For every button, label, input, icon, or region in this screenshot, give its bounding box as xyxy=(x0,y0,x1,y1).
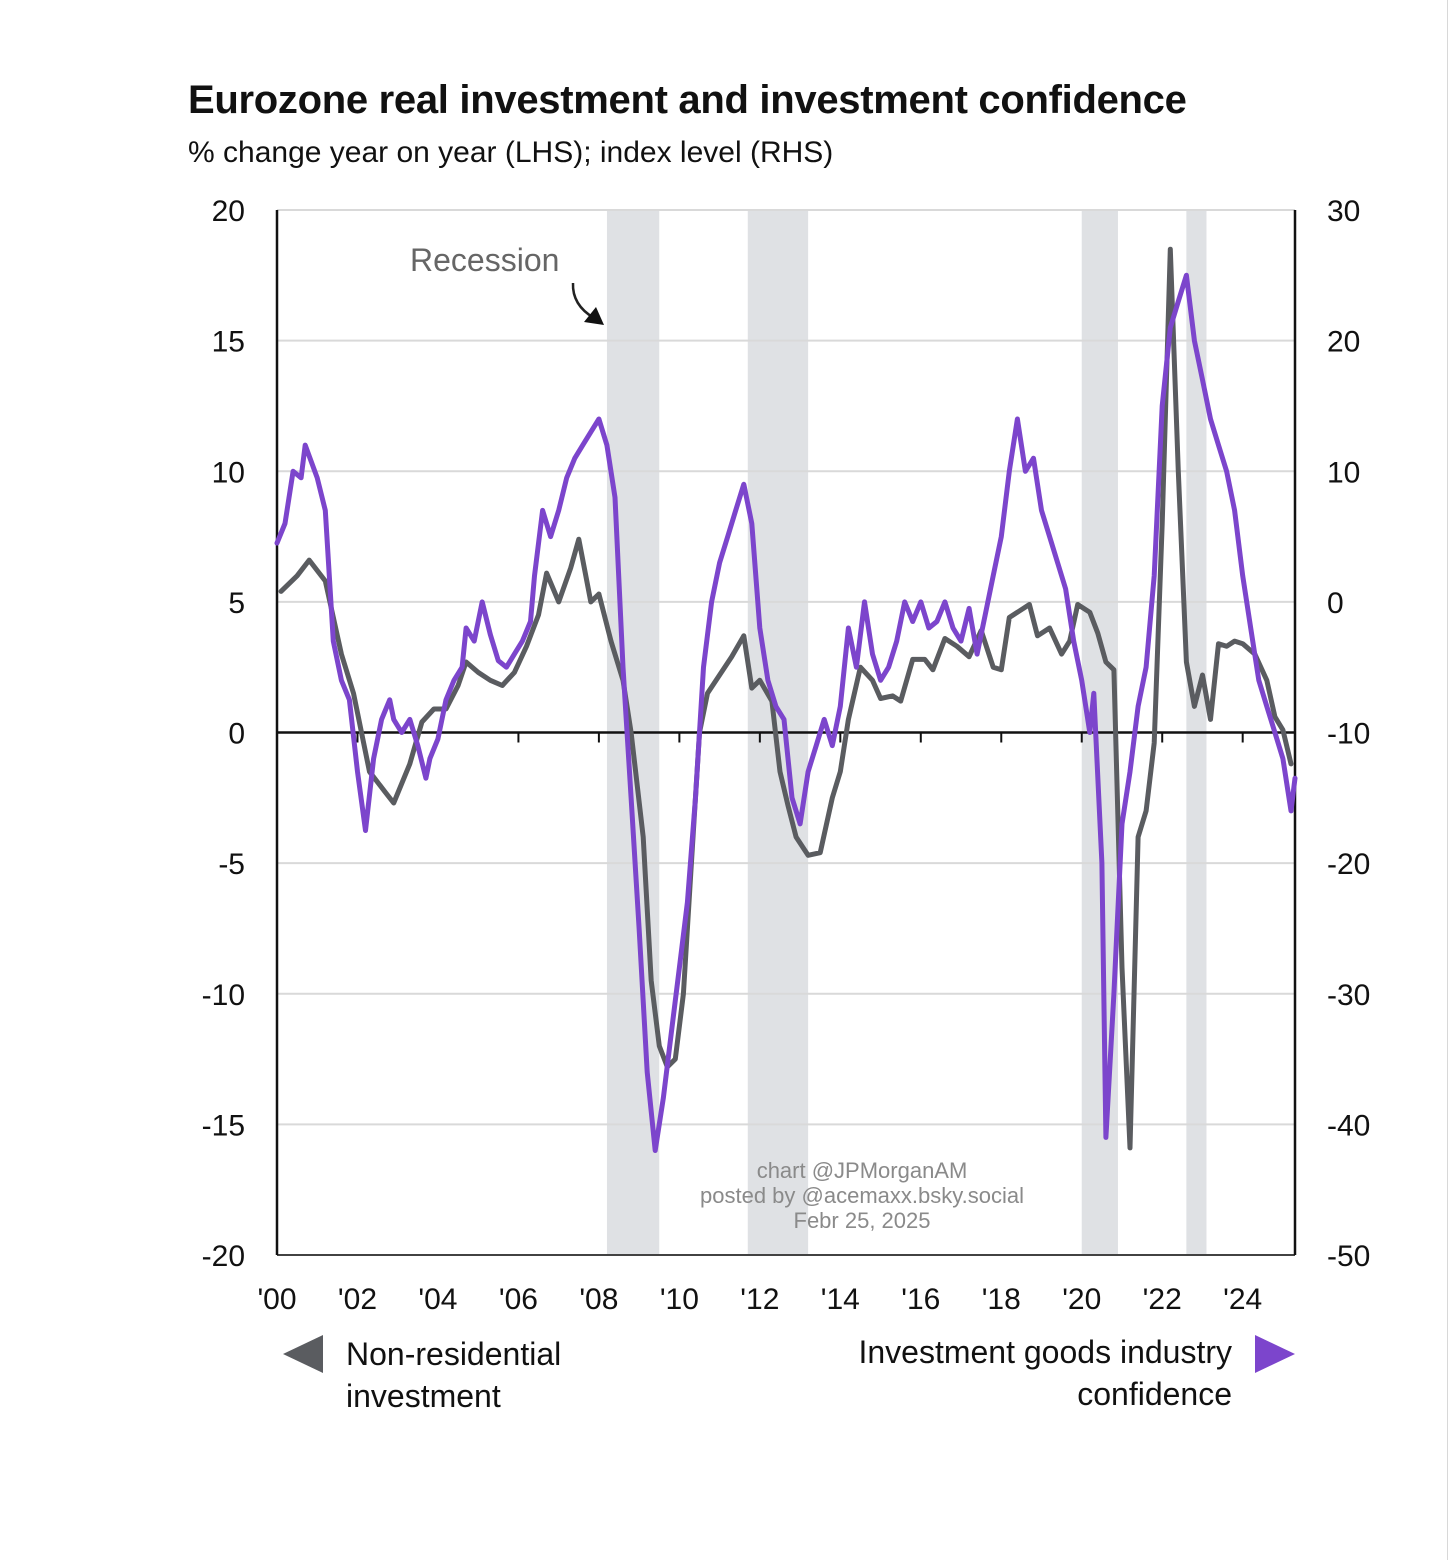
x-tick-label: '00 xyxy=(257,1283,296,1316)
x-tick-label: '06 xyxy=(499,1283,538,1316)
x-tick-label: '18 xyxy=(982,1283,1021,1316)
x-tick-labels: '00 '02 '04 '06 '08 '10 '12 '14 '16 '18 '20 '22 '24 xyxy=(257,1283,1262,1316)
x-tick-label: '12 xyxy=(740,1283,779,1316)
y-left-tick-labels: 20 15 10 5 0 -5 -10 -15 -20 xyxy=(202,195,245,1273)
legend-left-line2: investment xyxy=(346,1378,501,1414)
frame-border xyxy=(1447,0,1448,1560)
x-tick-label: '08 xyxy=(579,1283,618,1316)
y-right-tick-label: 10 xyxy=(1327,456,1360,489)
x-tick-label: '16 xyxy=(901,1283,940,1316)
credit-line-3: Febr 25, 2025 xyxy=(794,1208,931,1233)
x-tick-label: '20 xyxy=(1062,1283,1101,1316)
y-right-tick-label: -30 xyxy=(1327,979,1370,1012)
recession-label: Recession xyxy=(410,242,559,278)
y-right-tick-label: 30 xyxy=(1327,195,1360,228)
x-tick-label: '04 xyxy=(418,1283,457,1316)
y-left-tick-label: -15 xyxy=(202,1109,245,1142)
x-tick-label: '10 xyxy=(660,1283,699,1316)
y-left-tick-label: 15 xyxy=(212,326,245,359)
legend-right-line1: Investment goods industry xyxy=(858,1334,1232,1370)
y-left-tick-label: -10 xyxy=(202,979,245,1012)
y-left-tick-label: -5 xyxy=(218,848,245,881)
credit-line-2: posted by @acemaxx.bsky.social xyxy=(700,1183,1024,1208)
legend-left-arrow-icon xyxy=(283,1335,323,1373)
series-line-investment-goods-confidence xyxy=(274,272,1298,1153)
y-left-tick-label: 20 xyxy=(212,195,245,228)
y-right-tick-label: -40 xyxy=(1327,1109,1370,1142)
y-right-tick-label: 20 xyxy=(1327,326,1360,359)
series-lines xyxy=(274,246,1298,1153)
chart-title: Eurozone real investment and investment … xyxy=(188,78,1187,122)
x-tick-label: '14 xyxy=(821,1283,860,1316)
credit-line-1: chart @JPMorganAM xyxy=(757,1158,968,1183)
series-line-non-residential-investment xyxy=(278,246,1294,1151)
legend-right-line2: confidence xyxy=(1077,1376,1232,1412)
recession-arrow-head xyxy=(584,307,604,325)
x-tick-label: '24 xyxy=(1223,1283,1262,1316)
y-left-tick-label: 10 xyxy=(212,456,245,489)
y-left-tick-label: 5 xyxy=(228,587,245,620)
y-right-tick-label: -20 xyxy=(1327,848,1370,881)
y-left-tick-label: 0 xyxy=(228,718,245,751)
legend-left-line1: Non-residential xyxy=(346,1336,561,1372)
chart-subtitle: % change year on year (LHS); index level… xyxy=(188,136,834,169)
x-tick-label: '02 xyxy=(338,1283,377,1316)
x-tick-label: '22 xyxy=(1143,1283,1182,1316)
y-right-tick-label: -50 xyxy=(1327,1240,1370,1273)
y-right-tick-labels: 30 20 10 0 -10 -20 -30 -40 -50 xyxy=(1327,195,1370,1273)
y-right-tick-label: 0 xyxy=(1327,587,1344,620)
recession-arrow-line xyxy=(571,282,595,320)
y-right-tick-label: -10 xyxy=(1327,718,1370,751)
legend-right-arrow-icon xyxy=(1255,1335,1295,1373)
y-left-tick-label: -20 xyxy=(202,1240,245,1273)
